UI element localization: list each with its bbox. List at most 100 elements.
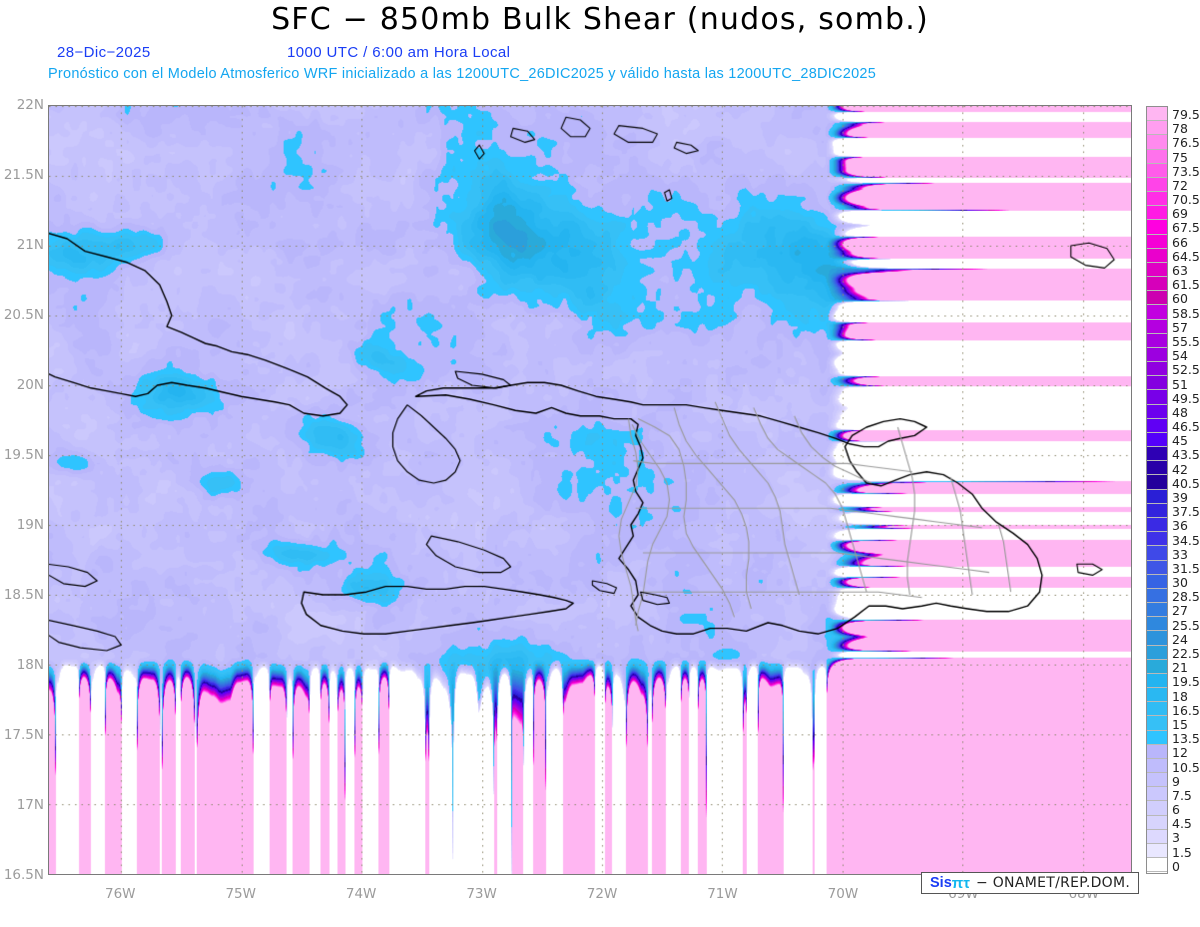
colorbar-tick: 58.5	[1172, 305, 1200, 321]
colorbar-tick: 18	[1172, 688, 1188, 704]
colorbar-tick: 67.5	[1172, 220, 1200, 236]
colorbar-swatch	[1147, 603, 1167, 618]
colorbar-tick: 46.5	[1172, 419, 1200, 435]
colorbar-tick: 54	[1172, 348, 1188, 364]
colorbar-tick: 57	[1172, 319, 1188, 335]
forecast-description: Pronóstico con el Modelo Atmosferico WRF…	[48, 66, 877, 82]
colorbar-swatch	[1147, 702, 1167, 717]
colorbar-swatch	[1147, 206, 1167, 221]
agency-logo: Sis πτ − ONAMET/REP.DOM.	[921, 872, 1140, 894]
colorbar-tick: 72	[1172, 177, 1188, 193]
y-axis-tick: 21.5N	[3, 167, 44, 183]
y-axis-tick: 18.5N	[3, 587, 44, 603]
colorbar-tick: 25.5	[1172, 617, 1200, 633]
x-axis-tick: 72W	[586, 886, 618, 902]
colorbar[interactable]	[1146, 106, 1168, 874]
colorbar-swatch	[1147, 843, 1167, 859]
y-axis-tick: 20.5N	[3, 307, 44, 323]
x-axis-tick: 73W	[466, 886, 497, 902]
colorbar-tick: 34.5	[1172, 532, 1200, 548]
y-axis-tick: 21N	[16, 237, 44, 253]
colorbar-swatch	[1147, 758, 1167, 774]
y-axis-tick: 19.5N	[3, 447, 44, 463]
colorbar-swatch	[1147, 588, 1167, 604]
colorbar-swatch	[1147, 163, 1167, 178]
forecast-date: 28−Dic−2025	[57, 44, 151, 61]
colorbar-tick: 78	[1172, 121, 1188, 137]
colorbar-tick: 49.5	[1172, 390, 1200, 406]
colorbar-tick: 73.5	[1172, 163, 1200, 179]
colorbar-swatch	[1147, 192, 1167, 207]
colorbar-swatch	[1147, 858, 1167, 873]
colorbar-tick: 79.5	[1172, 107, 1200, 122]
colorbar-tick: 51	[1172, 376, 1188, 392]
colorbar-swatch	[1147, 730, 1167, 745]
colorbar-swatch	[1147, 815, 1167, 830]
colorbar-tick: 66	[1172, 234, 1188, 250]
page-title: SFC − 850mb Bulk Shear (nudos, somb.)	[271, 2, 929, 37]
colorbar-tick-labels: 79.5 78 76.5 75 73.5 72 70.5 69 67.5 66 64.5 63 61.5…	[1170, 100, 1200, 880]
y-axis-tick: 20N	[16, 377, 44, 393]
colorbar-tick: 3	[1172, 830, 1180, 846]
colorbar-swatch	[1147, 305, 1167, 320]
colorbar-swatch	[1147, 262, 1167, 278]
y-axis-tick: 18N	[16, 657, 44, 673]
colorbar-tick: 12	[1172, 745, 1188, 761]
colorbar-swatch	[1147, 432, 1167, 448]
y-axis-tick: 16.5N	[3, 867, 44, 883]
logo-agency-text: − ONAMET/REP.DOM.	[975, 875, 1131, 891]
colorbar-tick: 27	[1172, 603, 1188, 619]
colorbar-swatch	[1147, 773, 1167, 788]
colorbar-swatch	[1147, 149, 1167, 164]
colorbar-swatch	[1147, 220, 1167, 235]
colorbar-tick: 63	[1172, 263, 1188, 279]
colorbar-tick: 19.5	[1172, 674, 1200, 690]
colorbar-tick: 70.5	[1172, 192, 1200, 208]
y-axis-tick: 19N	[16, 517, 44, 533]
colorbar-tick: 76.5	[1172, 135, 1200, 151]
colorbar-swatch	[1147, 503, 1167, 518]
colorbar-tick: 36	[1172, 518, 1188, 534]
colorbar-swatch	[1147, 291, 1167, 306]
forecast-time: 1000 UTC / 6:00 am Hora Local	[287, 44, 511, 61]
colorbar-tick: 13.5	[1172, 731, 1200, 747]
y-axis-tick: 17N	[16, 797, 44, 813]
colorbar-swatch	[1147, 404, 1167, 419]
colorbar-swatch	[1147, 234, 1167, 249]
logo-brand-text: Sis	[930, 875, 952, 891]
colorbar-tick: 31.5	[1172, 560, 1200, 576]
colorbar-swatch	[1147, 645, 1167, 660]
colorbar-tick: 9	[1172, 773, 1180, 789]
colorbar-swatch	[1147, 716, 1167, 731]
colorbar-tick: 33	[1172, 546, 1188, 562]
colorbar-swatch	[1147, 319, 1167, 334]
colorbar-tick: 43.5	[1172, 447, 1200, 463]
colorbar-swatch	[1147, 688, 1167, 703]
x-axis-tick: 74W	[345, 886, 377, 902]
x-axis-tick: 70W	[827, 886, 859, 902]
colorbar-swatch	[1147, 277, 1167, 292]
colorbar-swatch	[1147, 744, 1167, 759]
colorbar-tick: 21	[1172, 660, 1188, 676]
colorbar-tick: 64.5	[1172, 248, 1200, 264]
colorbar-swatch	[1147, 560, 1167, 575]
colorbar-swatch	[1147, 617, 1167, 632]
colorbar-swatch	[1147, 659, 1167, 674]
colorbar-tick: 10.5	[1172, 759, 1200, 775]
colorbar-swatch	[1147, 673, 1167, 689]
colorbar-tick: 7.5	[1172, 787, 1192, 803]
colorbar-swatch	[1147, 333, 1167, 348]
colorbar-tick: 55.5	[1172, 333, 1200, 349]
shear-shading-canvas	[49, 106, 1131, 874]
colorbar-tick: 69	[1172, 206, 1188, 222]
colorbar-swatch	[1147, 546, 1167, 561]
shear-map-plot[interactable]	[48, 105, 1132, 875]
colorbar-tick: 40.5	[1172, 475, 1200, 491]
colorbar-tick: 28.5	[1172, 589, 1200, 605]
colorbar-swatch	[1147, 574, 1167, 589]
x-axis-tick: 75W	[225, 886, 256, 902]
colorbar-tick: 48	[1172, 404, 1188, 420]
colorbar-tick: 24	[1172, 631, 1188, 647]
colorbar-tick: 22.5	[1172, 646, 1200, 662]
